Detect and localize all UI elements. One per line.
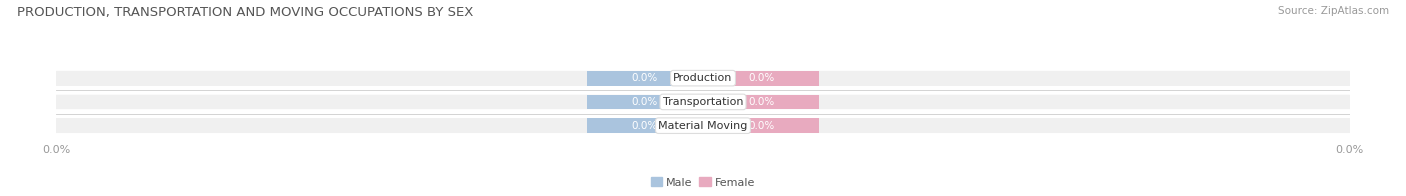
FancyBboxPatch shape (56, 71, 1350, 85)
Bar (586, 118, 703, 133)
Bar (703, 71, 820, 85)
Bar (703, 94, 820, 109)
Text: 0.0%: 0.0% (631, 121, 658, 131)
FancyBboxPatch shape (56, 94, 1350, 109)
Text: Source: ZipAtlas.com: Source: ZipAtlas.com (1278, 6, 1389, 16)
Bar (56, 118, 1350, 133)
Text: Production: Production (673, 73, 733, 83)
Text: 0.0%: 0.0% (748, 73, 775, 83)
Text: Material Moving: Material Moving (658, 121, 748, 131)
Legend: Male, Female: Male, Female (647, 173, 759, 192)
Bar (56, 71, 1350, 85)
Text: PRODUCTION, TRANSPORTATION AND MOVING OCCUPATIONS BY SEX: PRODUCTION, TRANSPORTATION AND MOVING OC… (17, 6, 474, 19)
Bar (586, 71, 703, 85)
Bar (56, 94, 1350, 109)
Text: Transportation: Transportation (662, 97, 744, 107)
Text: 0.0%: 0.0% (631, 97, 658, 107)
FancyBboxPatch shape (56, 118, 1350, 133)
Text: 0.0%: 0.0% (631, 73, 658, 83)
Bar (703, 118, 820, 133)
Text: 0.0%: 0.0% (748, 121, 775, 131)
Bar (586, 94, 703, 109)
Text: 0.0%: 0.0% (748, 97, 775, 107)
